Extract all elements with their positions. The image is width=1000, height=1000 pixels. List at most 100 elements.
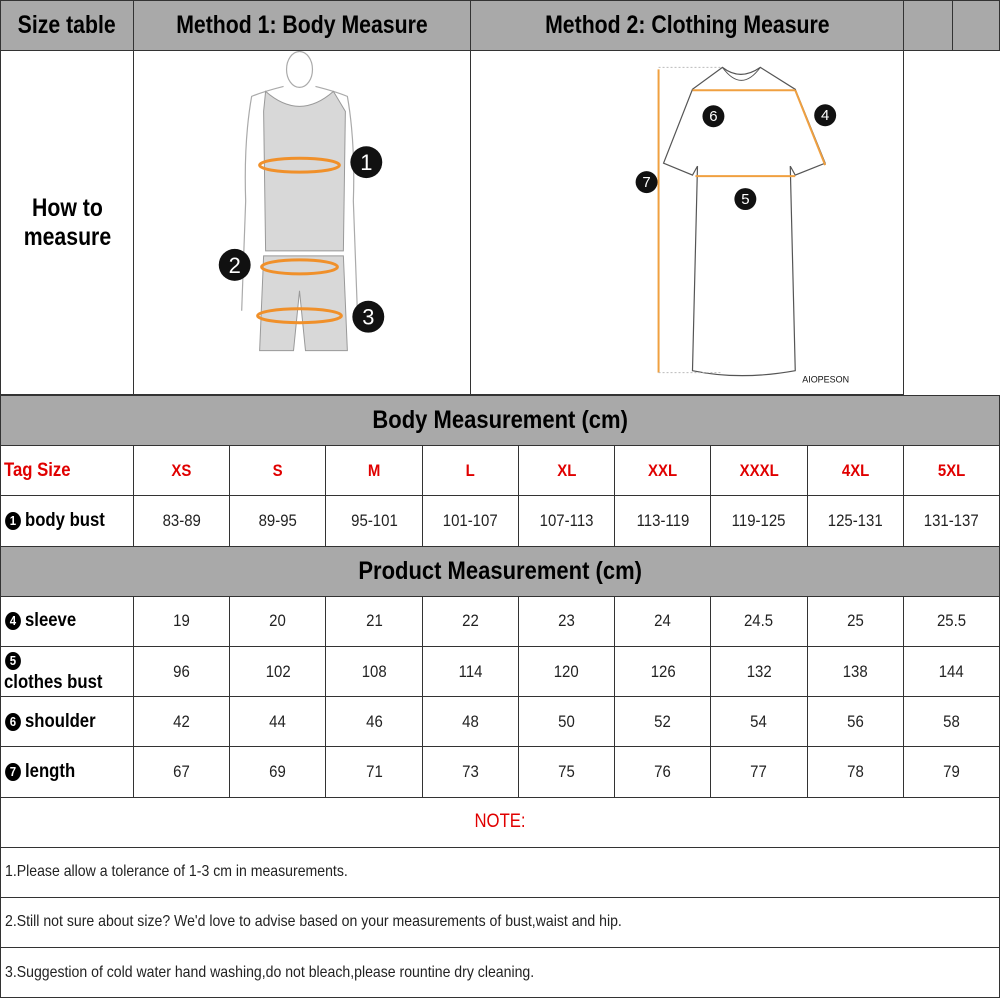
- cell-text: XXL: [648, 460, 678, 480]
- size-row: Tag Size XS S M L XL XXL XXXL 4XL 5XL: [0, 445, 1000, 497]
- cell-text: 75: [558, 761, 575, 781]
- number-circle-icon: 7: [5, 762, 21, 781]
- table-cell: 22: [421, 595, 519, 647]
- cell-text: 42: [173, 711, 190, 731]
- section-header: Product Measurement (cm): [0, 545, 1000, 597]
- table-cell: 108: [325, 645, 423, 698]
- header-text: Method 2: Clothing Measure: [544, 11, 830, 39]
- table-cell: 96: [132, 645, 231, 698]
- table-cell: 95-101: [325, 495, 423, 547]
- cell-text: Product Measurement (cm): [358, 556, 642, 585]
- cell-text: 3.Suggestion of cold water hand washing,…: [5, 963, 535, 981]
- table-cell: 25: [806, 595, 904, 647]
- table-cell: 25.5: [902, 595, 1000, 647]
- table-cell: 24: [614, 595, 712, 647]
- cell-text: 48: [461, 711, 479, 731]
- cell-text: 114: [458, 661, 483, 681]
- table-cell: 89-95: [229, 495, 327, 547]
- note-row: 3.Suggestion of cold water hand washing,…: [0, 947, 1000, 999]
- table-cell: 102: [229, 645, 327, 698]
- cell-text: 19: [173, 611, 190, 631]
- marker-4: 4: [821, 107, 829, 124]
- size-table: Body Measurement (cm) Tag Size XS S M L XL XXL X…: [0, 394, 1000, 999]
- table-cell: 23: [517, 595, 616, 647]
- brand-label: AIOPESON: [802, 374, 849, 384]
- product-measurement-header: Product Measurement (cm): [0, 545, 1000, 597]
- table-cell: 79: [902, 746, 1000, 798]
- cell-text: 119-125: [732, 510, 786, 530]
- size-header: XL: [517, 445, 616, 497]
- cell-text: 125-131: [827, 510, 883, 530]
- empty-header: [904, 0, 953, 51]
- body-measurement-header: Body Measurement (cm): [0, 394, 1000, 447]
- size-header: XS: [132, 445, 231, 497]
- table-cell: 69: [229, 746, 327, 798]
- cell-text: 2.Still not sure about size? We'd love t…: [5, 913, 622, 931]
- table-cell: 76: [614, 746, 712, 798]
- cell-text: 44: [269, 711, 287, 731]
- cell-text: 20: [269, 611, 287, 631]
- cell-text: 131-137: [923, 510, 979, 530]
- size-header: XXL: [614, 445, 712, 497]
- cell-text: 73: [461, 761, 479, 781]
- table-cell: 58: [902, 696, 1000, 748]
- cell-text: Tag Size: [4, 459, 71, 481]
- cell-text: 101-107: [442, 510, 498, 530]
- note-title-row: NOTE:: [0, 796, 1000, 848]
- tag-size-label: Tag Size: [0, 445, 134, 497]
- cell-text: 50: [558, 711, 575, 731]
- cell-text: XS: [171, 460, 192, 480]
- cell-text: 89-95: [258, 510, 297, 530]
- empty-header: [953, 0, 1000, 51]
- table-cell: 46: [325, 696, 423, 748]
- cell-text: 67: [173, 761, 190, 781]
- cell-text: 120: [553, 661, 579, 681]
- label-text: body bust: [25, 509, 105, 531]
- cell-text: XL: [556, 460, 577, 480]
- measure-guide: Size table Method 1: Body Measure Method…: [0, 0, 1000, 395]
- cell-text: 25: [846, 611, 864, 631]
- cell-text: 52: [654, 711, 672, 731]
- table-cell: 19: [132, 595, 231, 647]
- cell-text: 24: [654, 611, 672, 631]
- table-cell: 126: [614, 645, 712, 698]
- table-cell: 42: [132, 696, 231, 748]
- label-text: clothes bust: [4, 671, 103, 693]
- table-cell: 56: [806, 696, 904, 748]
- table-row: 4 sleeve 19 20 21 22 23 24 24.5 25 25.5: [0, 595, 1000, 647]
- note-row: 2.Still not sure about size? We'd love t…: [0, 896, 1000, 949]
- table-cell: 144: [902, 645, 1000, 698]
- section-header: Body Measurement (cm): [0, 394, 1000, 447]
- size-header: XXXL: [710, 445, 808, 497]
- note-title: NOTE:: [0, 796, 1000, 848]
- cell-text: M: [367, 460, 381, 480]
- table-row: 5clothes bust 96 102 108 114 120 126 132 138 144: [0, 645, 1000, 698]
- table-cell: 50: [517, 696, 616, 748]
- table-cell: 120: [517, 645, 616, 698]
- shirt-illustration: 6 4 7 5 AIOPESON: [635, 66, 849, 384]
- how-to-text: How to measure: [23, 193, 111, 251]
- table-cell: 24.5: [710, 595, 808, 647]
- table-cell: 20: [229, 595, 327, 647]
- cell-text: 77: [750, 761, 768, 781]
- cell-text: 5XL: [937, 460, 966, 480]
- body-illustration: 1 2 3: [218, 50, 385, 351]
- shirt-figure: 6 4 7 5 AIOPESON: [471, 51, 904, 395]
- table-cell: 119-125: [710, 495, 808, 547]
- table-cell: 73: [421, 746, 519, 798]
- table-cell: 21: [325, 595, 423, 647]
- how-to-measure-label: How to measure: [0, 51, 134, 395]
- table-cell: 113-119: [614, 495, 712, 547]
- cell-text: 113-119: [636, 510, 690, 530]
- cell-text: 79: [943, 761, 960, 781]
- cell-text: 56: [846, 711, 864, 731]
- number-circle-icon: 4: [5, 612, 21, 631]
- cell-text: 95-101: [350, 510, 398, 530]
- note-text: 1.Please allow a tolerance of 1-3 cm in …: [0, 846, 1000, 898]
- table-cell: 54: [710, 696, 808, 748]
- table-cell: 114: [421, 645, 519, 698]
- number-circle-icon: 5: [5, 651, 21, 670]
- cell-text: S: [272, 460, 283, 480]
- table-cell: 44: [229, 696, 327, 748]
- size-header: L: [421, 445, 519, 497]
